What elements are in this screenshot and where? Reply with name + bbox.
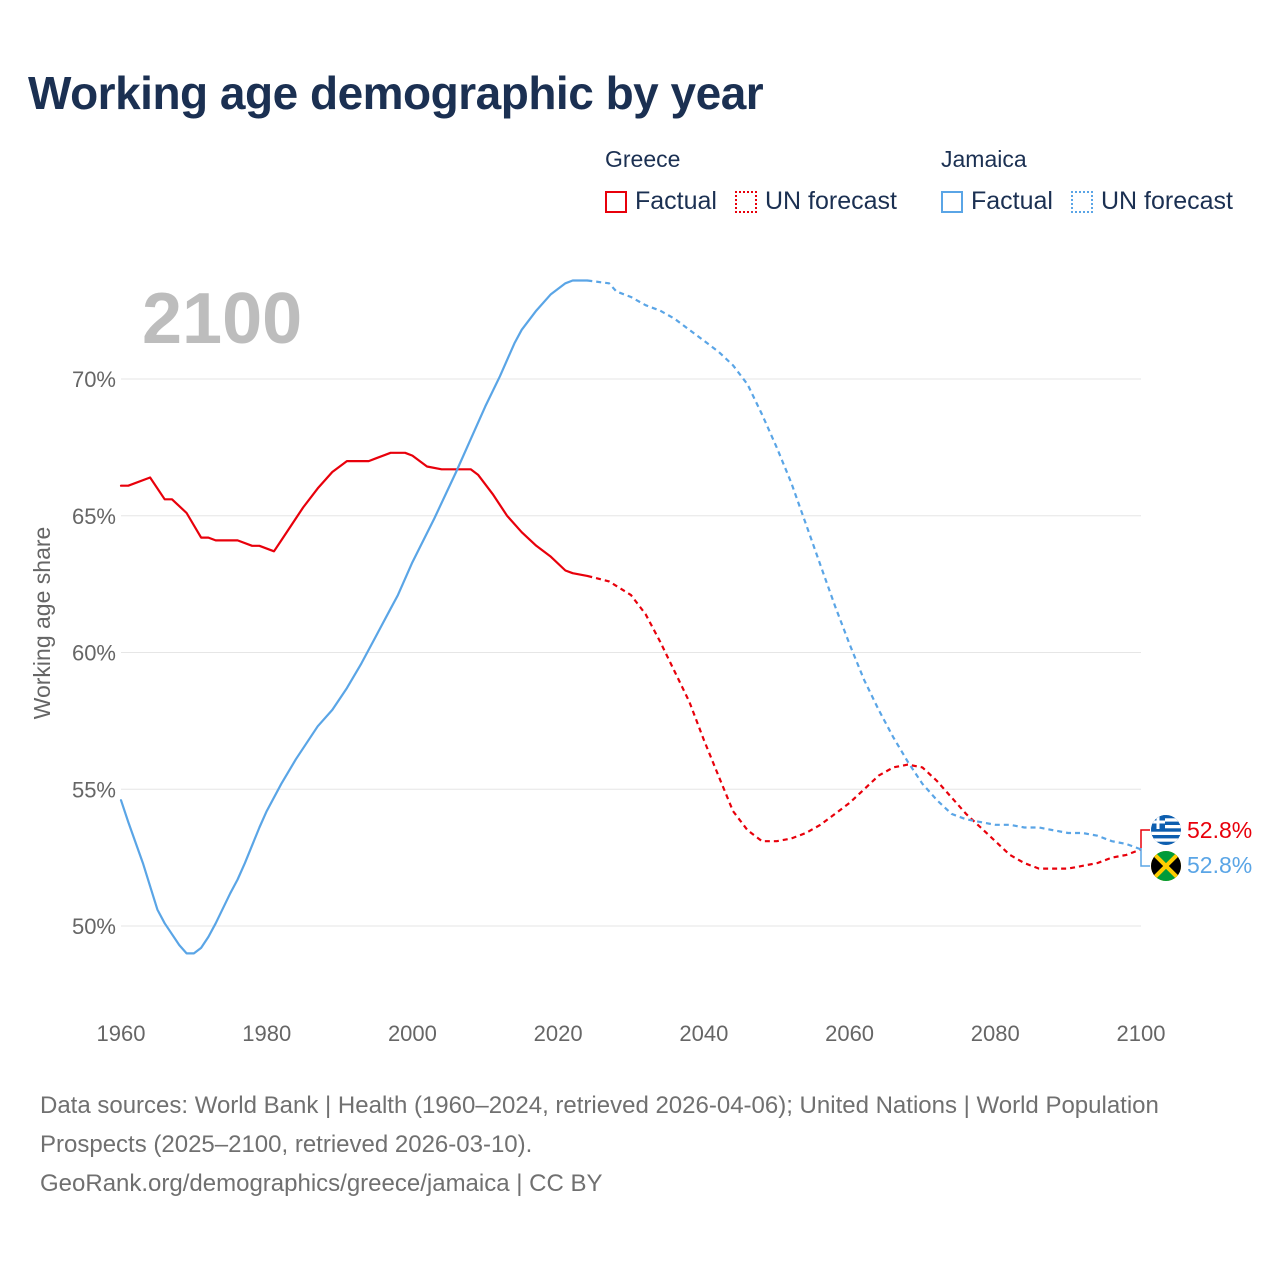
legend-greece: Greece Factual UN forecast [605,146,915,216]
jamaica-end-connector [1140,848,1150,867]
y-tick-labels: 50% 55% 60% 65% 70% [72,367,116,939]
greece-forecast-line[interactable] [587,574,1142,870]
legend-jamaica-factual-label: Factual [971,187,1053,215]
y-tick-label: 70% [72,367,116,392]
y-tick-label: 60% [72,641,116,666]
x-tick-label: 1980 [242,1021,291,1046]
footer-sources: Data sources: World Bank | Health (1960–… [40,1092,1159,1158]
legend-greece-factual[interactable]: Factual [605,187,717,216]
legend-jamaica: Jamaica Factual UN forecast [941,146,1251,216]
x-tick-label: 2060 [825,1021,874,1046]
legend-swatch-dotted-blue [1070,190,1093,213]
legend-greece-forecast[interactable]: UN forecast [734,187,897,216]
legend-greece-forecast-label: UN forecast [764,187,897,215]
footer: Data sources: World Bank | Health (1960–… [40,1086,1240,1203]
chart-title: Working age demographic by year [28,67,764,119]
line-chart: 2100 50% 55% 60% 65% 70% 1960 1980 2000 2020 204… [29,279,1252,1046]
jamaica-flag-icon [1151,851,1181,881]
x-tick-label: 2000 [388,1021,437,1046]
legend-jamaica-country: Jamaica [941,146,1027,172]
legend-swatch-solid-red [605,190,627,213]
year-watermark: 2100 [142,279,302,359]
legend-swatch-dotted-red [734,190,757,213]
y-axis-title: Working age share [29,527,55,720]
x-tick-label: 2020 [534,1021,583,1046]
legend-greece-country: Greece [605,146,681,172]
x-tick-labels: 1960 1980 2000 2020 2040 2060 2080 2100 [97,1021,1166,1046]
y-tick-label: 50% [72,914,116,939]
legend-jamaica-forecast-label: UN forecast [1100,187,1233,215]
greece-end-connector [1140,829,1150,848]
x-tick-label: 2100 [1117,1021,1166,1046]
x-tick-label: 1960 [97,1021,146,1046]
footer-credit[interactable]: GeoRank.org/demographics/greece/jamaica … [40,1170,603,1197]
y-tick-label: 65% [72,504,116,529]
legend-swatch-solid-blue [941,190,963,213]
y-tick-label: 55% [72,777,116,802]
jamaica-end-value: 52.8% [1187,852,1252,878]
greece-end-value: 52.8% [1187,817,1252,843]
x-tick-label: 2040 [679,1021,728,1046]
grid-layer [121,378,1141,927]
x-tick-label: 2080 [971,1021,1020,1046]
greece-flag-icon [1151,815,1181,845]
legend-greece-factual-label: Factual [635,187,717,215]
jamaica-factual-line[interactable] [119,279,589,955]
greece-factual-line[interactable] [119,451,589,578]
jamaica-forecast-line[interactable] [587,279,1142,851]
legend-jamaica-forecast[interactable]: UN forecast [1070,187,1233,216]
legend-jamaica-factual[interactable]: Factual [941,187,1053,216]
series-layer [119,279,1142,955]
